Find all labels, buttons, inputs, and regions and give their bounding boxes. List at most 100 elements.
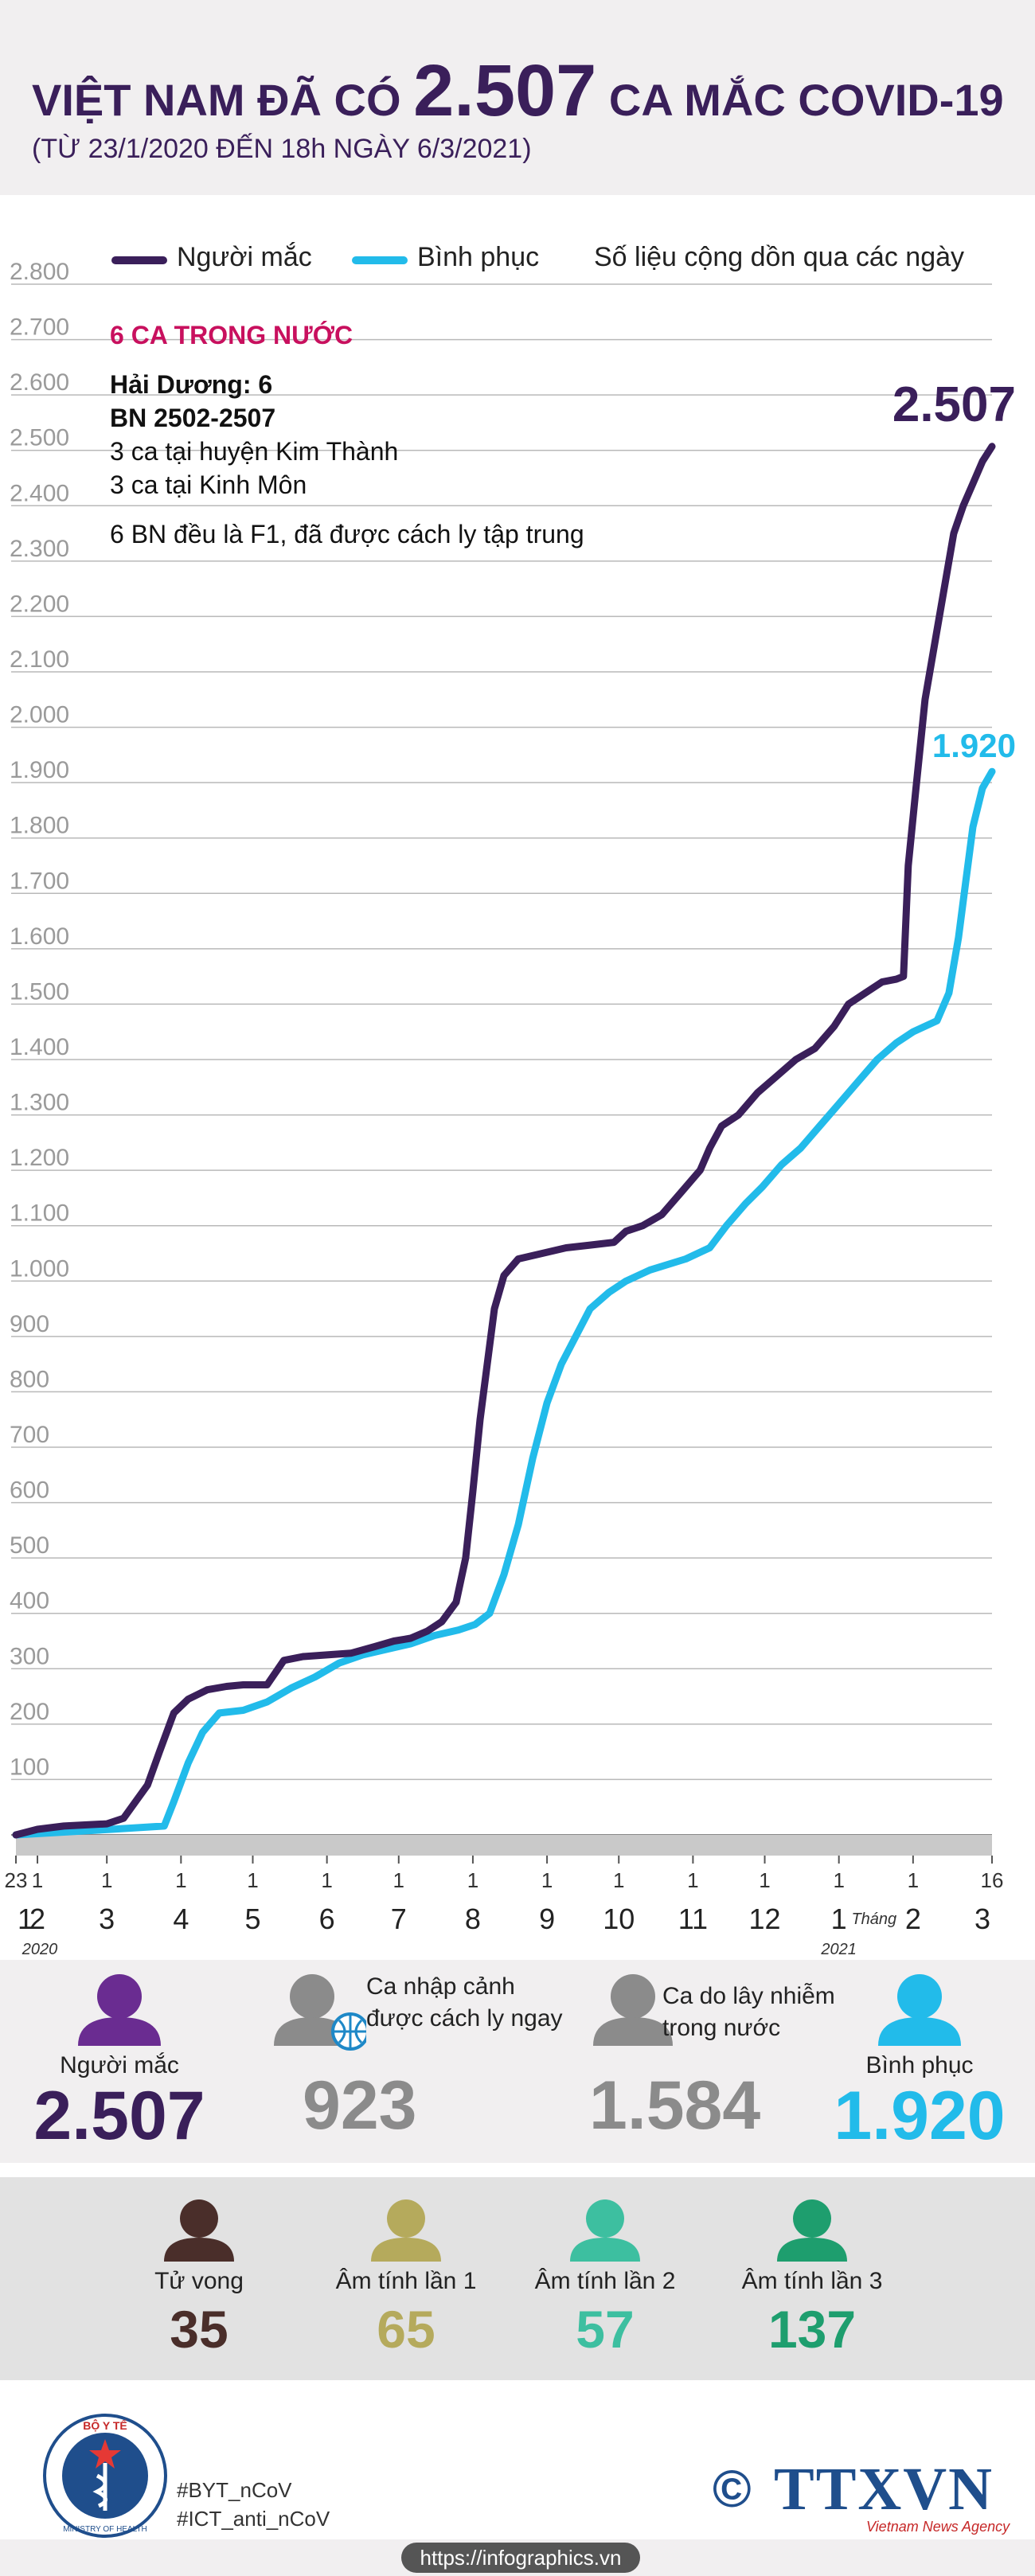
x-month-label: 3 xyxy=(974,1903,990,1935)
y-tick-label: 600 xyxy=(10,1477,49,1504)
copyright-symbol: © xyxy=(713,2459,752,2518)
x-month-label: 8 xyxy=(465,1903,481,1935)
stat-negative-3: Âm tính lần 3 137 xyxy=(724,2195,900,2363)
y-tick-label: 1.200 xyxy=(10,1145,69,1171)
cases-line-chart: 100 200 300 400 500 600 700 800 900 1.000 1.100 1.2… xyxy=(5,263,1016,1958)
x-month-label: 9 xyxy=(539,1903,555,1935)
stat-negative-2-value: 57 xyxy=(576,2300,635,2359)
hashtag-byt: #BYT_nCoV xyxy=(177,2478,292,2502)
chart-series xyxy=(12,443,996,1839)
y-tick-label: 2.300 xyxy=(10,536,69,562)
y-axis-labels: 100 200 300 400 500 600 700 800 900 1.000 1.100 1.2… xyxy=(10,263,69,1780)
y-tick-label: 1.800 xyxy=(10,813,69,839)
url-bar: https://infographics.vn xyxy=(0,2539,1035,2576)
person-icon xyxy=(593,1974,673,2046)
stat-negative-1: Âm tính lần 1 65 xyxy=(318,2195,494,2363)
person-icon xyxy=(164,2199,234,2262)
x-month-label: 5 xyxy=(244,1903,260,1935)
source-url-link[interactable]: https://infographics.vn xyxy=(401,2543,640,2573)
infected-legend-swatch xyxy=(111,256,167,264)
y-tick-label: 100 xyxy=(10,1754,49,1780)
x-month-label: 4 xyxy=(173,1903,189,1935)
year-label: 2020 xyxy=(21,1941,58,1958)
infected-series-line xyxy=(12,443,996,1839)
x-month-label: 3 xyxy=(99,1903,115,1935)
chart-legend: Người mắc Bình phục Số liệu cộng dồn qua… xyxy=(111,237,1019,285)
annotation-heading: 6 CA TRONG NƯỚC xyxy=(110,321,353,349)
recovered-legend-label: Bình phục xyxy=(417,242,540,272)
person-icon xyxy=(570,2199,640,2262)
annotation-note: 6 BN đều là F1, đã được cách ly tập trun… xyxy=(110,520,584,548)
x-month-label: 1 xyxy=(831,1903,847,1935)
x-day-label: 1 xyxy=(541,1868,553,1892)
stat-domestic-value: 1.584 xyxy=(589,2067,761,2144)
y-tick-label: 1.700 xyxy=(10,868,69,894)
stat-deaths: Tử vong 35 xyxy=(119,2195,279,2363)
stat-recovered-value: 1.920 xyxy=(834,2078,1006,2154)
y-tick-label: 2.000 xyxy=(10,702,69,728)
y-tick-label: 200 xyxy=(10,1699,49,1725)
y-tick-label: 1.600 xyxy=(10,923,69,950)
x-month-label: 10 xyxy=(603,1903,635,1935)
x-month-label: 2 xyxy=(29,1903,45,1935)
stat-domestic-label-1: Ca do lây nhiễm xyxy=(662,1983,835,2009)
annotation-patient-ids: BN 2502-2507 xyxy=(110,404,276,432)
cumulative-note: Số liệu cộng dồn qua các ngày xyxy=(594,242,965,272)
infected-end-label: 2.507 xyxy=(892,377,1016,432)
year-label: 2021 xyxy=(820,1941,857,1958)
x-month-label: 7 xyxy=(391,1903,407,1935)
annotation-kinh-mon: 3 ca tại Kinh Môn xyxy=(110,470,307,499)
person-icon xyxy=(78,1974,161,2046)
y-tick-label: 2.200 xyxy=(10,591,69,617)
header-band: VIỆT NAM ĐÃ CÓ 2.507 CA MẮC COVID-19 (TỪ… xyxy=(0,0,1035,195)
x-day-label: 1 xyxy=(393,1868,404,1892)
traveler-icon xyxy=(274,1974,366,2051)
title-prefix: VIỆT NAM ĐÃ CÓ xyxy=(32,75,401,125)
seal-top-text: BỘ Y TẾ xyxy=(83,2418,127,2432)
y-tick-label: 2.600 xyxy=(10,369,69,396)
stat-negative-2: Âm tính lần 2 57 xyxy=(518,2195,693,2363)
stat-recovered: Bình phục 1.920 xyxy=(820,1968,1019,2152)
y-tick-label: 1.000 xyxy=(10,1255,69,1282)
y-tick-label: 2.100 xyxy=(10,646,69,673)
x-day-label: 1 xyxy=(321,1868,332,1892)
y-tick-label: 500 xyxy=(10,1532,49,1559)
recovered-end-label: 1.920 xyxy=(932,727,1016,764)
y-tick-label: 700 xyxy=(10,1422,49,1448)
x-day-label: 16 xyxy=(981,1868,1004,1892)
y-tick-label: 2.500 xyxy=(10,425,69,451)
stat-negative-3-value: 137 xyxy=(767,2300,857,2359)
summary-stats-bottom: Tử vong 35 Âm tính lần 1 65 Âm tính lần … xyxy=(0,2177,1035,2380)
infected-legend-label: Người mắc xyxy=(177,242,312,272)
person-icon xyxy=(777,2199,847,2262)
case-annotation: 6 CA TRONG NƯỚC Hải Dương: 6 BN 2502-250… xyxy=(110,318,584,551)
stat-imported-value: 923 xyxy=(303,2067,417,2144)
page-subtitle: (TỪ 23/1/2020 ĐẾN 18h NGÀY 6/3/2021) xyxy=(32,134,532,164)
x-day-label: 1 xyxy=(908,1868,919,1892)
stat-negative-3-label: Âm tính lần 3 xyxy=(741,2268,883,2294)
ttxvn-logo: TTXVN xyxy=(774,2456,994,2523)
y-tick-label: 1.400 xyxy=(10,1034,69,1060)
ministry-of-health-seal: BỘ Y TẾ MINISTRY OF HEALTH xyxy=(43,2414,167,2538)
x-day-label: 1 xyxy=(247,1868,258,1892)
series-end-labels: 1.920 2.507 xyxy=(892,377,1016,764)
stat-infected-label: Người mắc xyxy=(60,2052,179,2078)
y-tick-label: 2.700 xyxy=(10,314,69,341)
x-axis-ticks xyxy=(15,1856,993,1864)
y-tick-label: 1.300 xyxy=(10,1090,69,1116)
stat-infected: Người mắc 2.507 xyxy=(32,1968,207,2152)
seal-bottom-text: MINISTRY OF HEALTH xyxy=(63,2525,147,2534)
x-day-label: 1 xyxy=(175,1868,186,1892)
stat-infected-value: 2.507 xyxy=(33,2078,205,2154)
y-tick-label: 2.800 xyxy=(10,263,69,285)
x-day-label: 1 xyxy=(687,1868,698,1892)
ttxvn-subtitle: Vietnam News Agency xyxy=(866,2519,1010,2535)
x-day-label: 1 xyxy=(101,1868,112,1892)
x-day-label: 1 xyxy=(759,1868,770,1892)
y-tick-label: 2.400 xyxy=(10,480,69,506)
title-number: 2.507 xyxy=(413,50,597,131)
recovered-series-line xyxy=(12,767,996,1839)
x-axis-band xyxy=(16,1835,992,1856)
stat-domestic-label-2: trong nước xyxy=(662,2015,781,2041)
